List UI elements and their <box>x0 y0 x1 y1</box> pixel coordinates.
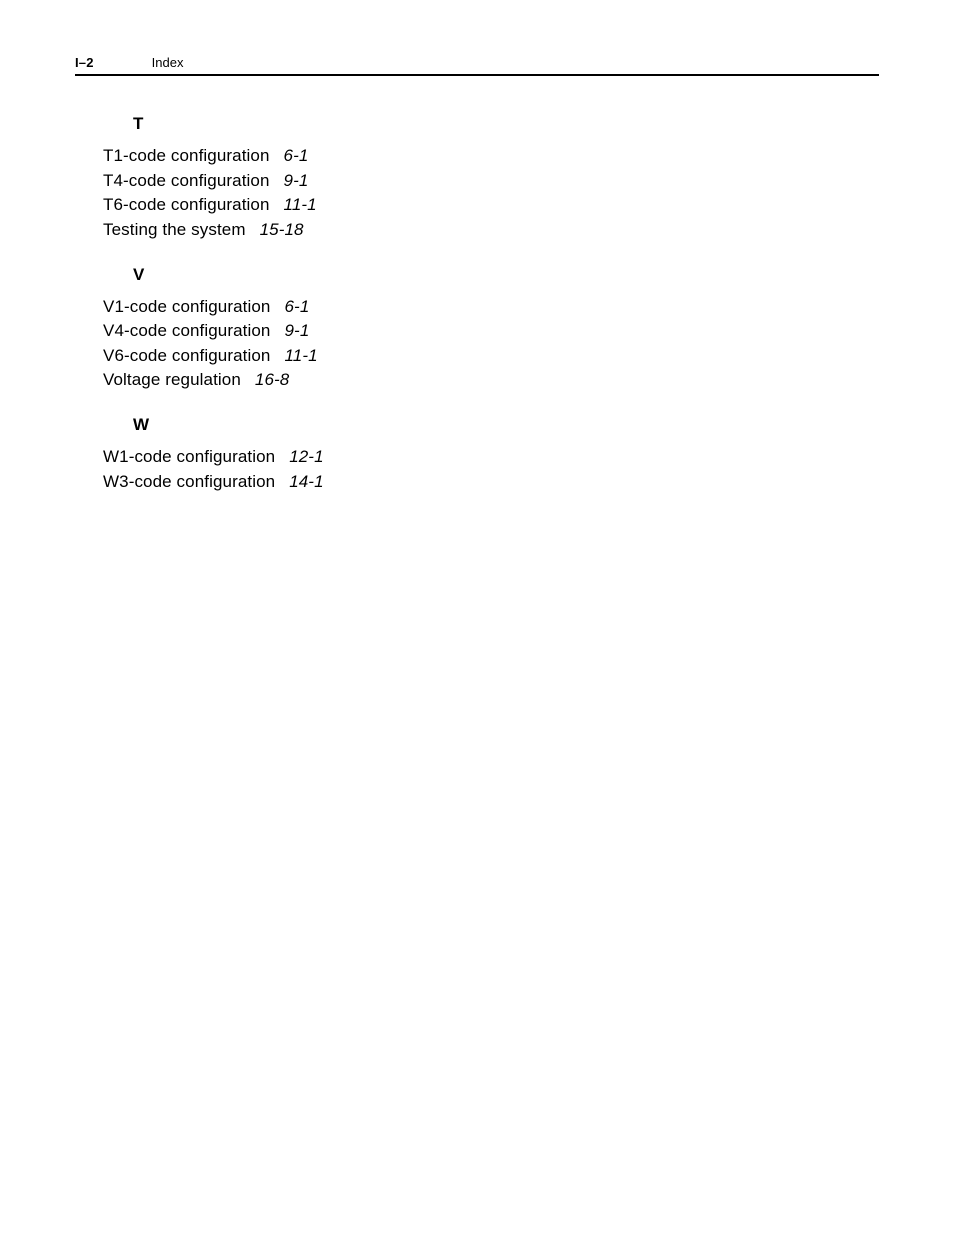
letter-heading-w: W <box>133 415 879 435</box>
index-ref: 9-1 <box>285 321 310 340</box>
index-entry: T1-code configuration 6-1 <box>103 144 879 169</box>
index-term: T1-code configuration <box>103 146 270 165</box>
index-ref: 12-1 <box>289 447 323 466</box>
index-term: W1-code configuration <box>103 447 275 466</box>
index-entry: T4-code configuration 9-1 <box>103 169 879 194</box>
section-title: Index <box>152 55 184 70</box>
index-term: W3-code configuration <box>103 472 275 491</box>
index-term: T4-code configuration <box>103 171 270 190</box>
index-term: V6-code configuration <box>103 346 271 365</box>
index-entry: T6-code configuration 11-1 <box>103 193 879 218</box>
index-entry: V1-code configuration 6-1 <box>103 295 879 320</box>
index-ref: 6-1 <box>285 297 310 316</box>
page-number: I–2 <box>75 55 94 70</box>
index-entry: Testing the system 15-18 <box>103 218 879 243</box>
index-entry: Voltage regulation 16-8 <box>103 368 879 393</box>
letter-heading-t: T <box>133 114 879 134</box>
page: I–2 Index T T1-code configuration 6-1 T4-… <box>0 0 954 1235</box>
index-entry: V4-code configuration 9-1 <box>103 319 879 344</box>
page-header: I–2 Index <box>75 55 879 76</box>
letter-heading-v: V <box>133 265 879 285</box>
index-entry: W1-code configuration 12-1 <box>103 445 879 470</box>
index-ref: 14-1 <box>289 472 323 491</box>
index-term: Testing the system <box>103 220 246 239</box>
index-ref: 11-1 <box>284 195 317 214</box>
index-ref: 9-1 <box>284 171 309 190</box>
index-ref: 15-18 <box>260 220 304 239</box>
index-ref: 16-8 <box>255 370 289 389</box>
index-entry: V6-code configuration 11-1 <box>103 344 879 369</box>
index-ref: 6-1 <box>284 146 309 165</box>
index-entry: W3-code configuration 14-1 <box>103 470 879 495</box>
index-ref: 11-1 <box>285 346 318 365</box>
index-term: T6-code configuration <box>103 195 270 214</box>
index-term: Voltage regulation <box>103 370 241 389</box>
index-term: V1-code configuration <box>103 297 271 316</box>
index-term: V4-code configuration <box>103 321 271 340</box>
index-content: T T1-code configuration 6-1 T4-code confi… <box>75 114 879 494</box>
